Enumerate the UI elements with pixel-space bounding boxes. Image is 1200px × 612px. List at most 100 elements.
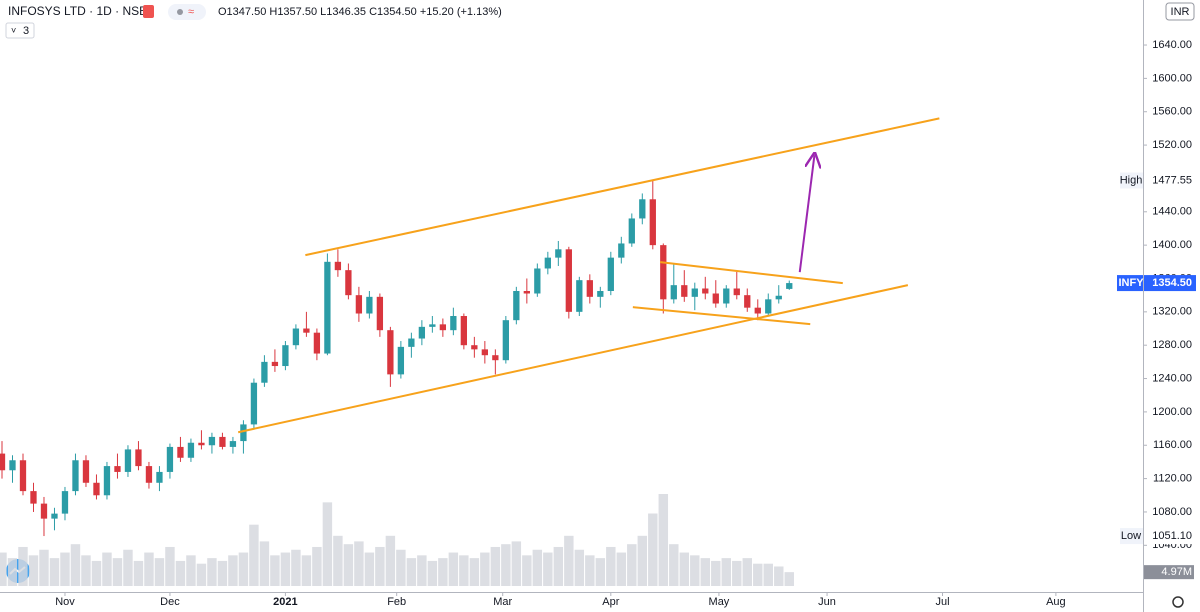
marker-bg: [1144, 172, 1196, 189]
volume-bar: [784, 572, 794, 586]
volume-bar: [175, 560, 186, 586]
volume-bar: [564, 535, 574, 586]
volume-bar: [501, 544, 511, 586]
marker-tag: [1120, 172, 1143, 189]
indicator-toggle[interactable]: [5, 22, 35, 39]
volume-bar: [469, 558, 480, 586]
marker-value: 1477.55: [1152, 174, 1192, 186]
candle-body: [523, 290, 530, 294]
candle-body: [166, 446, 174, 472]
volume-bar: [39, 549, 49, 586]
volume-bar: [7, 558, 18, 586]
x-tick-label: Jul: [935, 596, 949, 608]
volume-bar: [774, 566, 784, 586]
compare-button[interactable]: [168, 4, 206, 20]
candle-body: [765, 299, 772, 314]
volume-bar: [406, 558, 417, 586]
volume-bar: [753, 563, 763, 586]
volume-bar: [186, 555, 196, 586]
candle-body: [429, 324, 436, 327]
volume-bar: [354, 541, 364, 586]
candle-body: [586, 280, 593, 297]
volume-bar: [700, 558, 711, 586]
volume-bar: [427, 560, 438, 586]
volume-bar: [721, 558, 731, 586]
trendline: [237, 284, 909, 434]
volume-bar: [690, 555, 700, 586]
volume-bar: [448, 552, 459, 586]
volume-bar: [102, 552, 112, 586]
candle-body: [292, 328, 300, 346]
volume-bar: [112, 558, 123, 586]
y-tick-label: 1600.00: [1152, 72, 1192, 84]
candle-body: [681, 285, 688, 297]
header: INFOSYS LTD · 1D · NSE ≈ O1347.50 H1357.…: [5, 4, 502, 39]
candle-body: [597, 290, 604, 297]
y-tick-label: 1280.00: [1152, 339, 1192, 351]
candle-body: [114, 466, 121, 472]
symbol-title: INFOSYS LTD · 1D · NSE: [8, 4, 147, 18]
volume-bar: [606, 546, 616, 586]
candle-body: [450, 316, 457, 331]
y-tick-label: 1320.00: [1152, 306, 1192, 318]
candle-body: [502, 320, 509, 361]
candle-body: [30, 491, 37, 504]
volume-bar: [711, 560, 721, 586]
marker-bg: [1144, 275, 1196, 292]
marker-tag: [1117, 275, 1143, 292]
candle-body: [324, 261, 331, 354]
volume-bar: [616, 552, 627, 586]
volume-bar: [574, 549, 585, 586]
volume-bar: [742, 558, 752, 586]
volume-bar: [217, 560, 228, 586]
x-tick-label: Aug: [1046, 596, 1066, 608]
volume-bar: [154, 558, 165, 586]
volume-bar: [91, 560, 102, 586]
indicator-count: 3: [23, 25, 29, 37]
candle-body: [40, 503, 48, 519]
volume-bar: [196, 563, 207, 586]
candle-body: [303, 328, 310, 333]
volume-bar: [343, 544, 354, 586]
candle-body: [82, 460, 90, 483]
candle-body: [177, 446, 184, 458]
trendline: [798, 155, 815, 273]
volume-bar: [648, 513, 658, 586]
settings-icon[interactable]: [1172, 596, 1184, 608]
volume-bar: [60, 552, 70, 586]
volume-bar: [532, 549, 543, 586]
ohlc-legend: O1347.50 H1357.50 L1346.35 C1354.50 +15.…: [218, 6, 502, 18]
y-tick-label: 1440.00: [1152, 206, 1192, 218]
volume-bar: [144, 552, 154, 586]
candle-body: [775, 295, 782, 300]
candle-body: [513, 290, 520, 321]
candle-body: [19, 460, 27, 492]
volume-bar: [364, 552, 375, 586]
candle-body: [376, 296, 384, 331]
volume-bar: [375, 546, 385, 586]
volume-bar: [417, 555, 427, 586]
candle-body: [51, 513, 58, 519]
volume-bar: [81, 555, 91, 586]
volume-bar: [543, 552, 553, 586]
candle-body: [471, 345, 478, 350]
x-tick-label: 2021: [273, 596, 297, 608]
candle-body: [492, 355, 499, 361]
market-flag: [143, 5, 154, 18]
candle-body: [576, 280, 583, 312]
volume-badge: 4.97M: [1161, 566, 1192, 578]
volume-bar: [459, 555, 469, 586]
candle-body: [660, 245, 667, 300]
candle-body: [565, 249, 572, 312]
candle-body: [786, 283, 793, 289]
y-tick-label: 1120.00: [1153, 473, 1192, 485]
volume-bar: [270, 555, 280, 586]
chevron: ˅: [11, 25, 16, 35]
currency-badge[interactable]: [1165, 2, 1195, 21]
x-tick-label: May: [709, 596, 730, 608]
x-tick-label: Nov: [55, 596, 75, 608]
volume-bar: [669, 544, 679, 586]
marker-label: INFY: [1118, 277, 1144, 289]
candle-body: [481, 349, 488, 356]
volume-bar: [732, 560, 742, 586]
